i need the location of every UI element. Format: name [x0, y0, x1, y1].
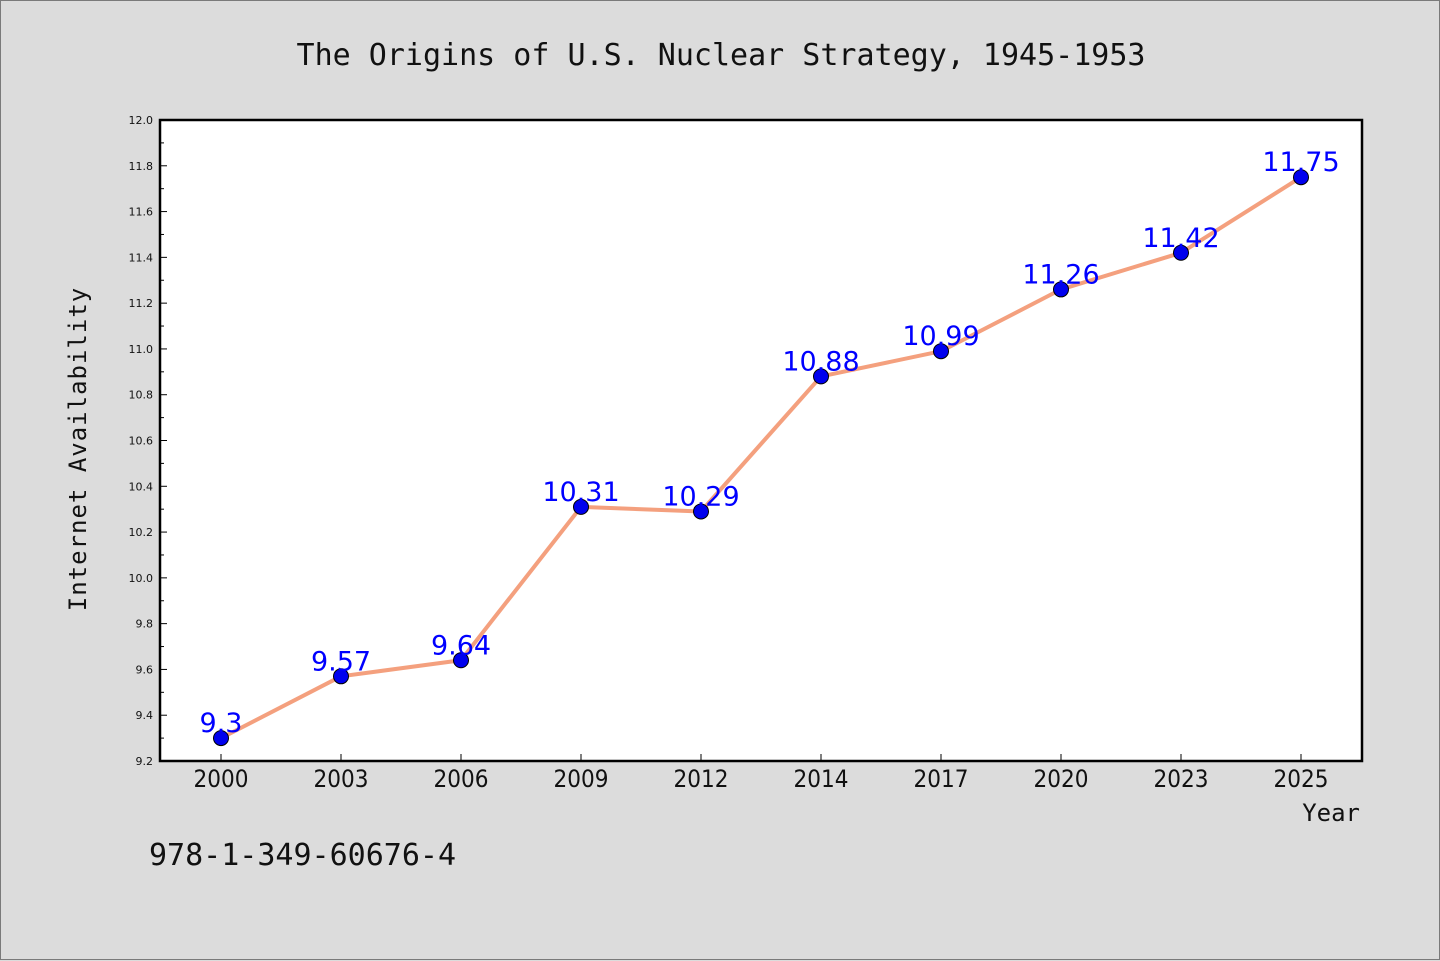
- data-label: 10.29: [662, 481, 739, 512]
- y-tick-label: 9.2: [136, 755, 154, 768]
- y-tick-label: 9.4: [136, 709, 154, 722]
- y-tick-label: 11.4: [129, 251, 154, 264]
- x-tick-label: 2003: [314, 765, 369, 793]
- data-label: 10.31: [542, 477, 619, 508]
- y-tick-label: 10.6: [129, 435, 154, 448]
- data-label: 11.75: [1262, 147, 1339, 178]
- x-tick-label: 2006: [434, 765, 489, 793]
- data-label: 9.64: [431, 630, 491, 661]
- series-line-group: [220, 175, 1303, 740]
- data-label: 9.57: [311, 646, 371, 677]
- chart-title: The Origins of U.S. Nuclear Strategy, 19…: [297, 38, 1146, 73]
- series-line: [220, 175, 1303, 740]
- y-tick-label: 11.2: [129, 297, 154, 310]
- y-tick-label: 10.0: [129, 572, 154, 585]
- y-tick-label: 9.8: [136, 618, 154, 631]
- data-point: [693, 503, 709, 520]
- x-tick-label: 2014: [794, 765, 849, 793]
- data-point: [213, 730, 229, 747]
- y-tick-label: 9.6: [136, 663, 154, 676]
- data-point: [813, 368, 829, 385]
- x-tick-label: 2009: [554, 765, 609, 793]
- isbn-label: 978-1-349-60676-4: [149, 838, 456, 873]
- data-point: [453, 652, 469, 669]
- data-label: 9.3: [200, 708, 243, 739]
- data-point: [1293, 169, 1309, 186]
- data-point: [1173, 244, 1189, 261]
- y-axis-label: Internet Availability: [64, 287, 92, 611]
- x-tick-label: 2023: [1154, 765, 1209, 793]
- plot-area: [158, 118, 1364, 763]
- data-point: [1053, 281, 1069, 298]
- x-tick-label: 2020: [1034, 765, 1089, 793]
- y-tick-label: 10.2: [129, 526, 154, 539]
- data-point: [333, 668, 349, 685]
- x-axis-label: Year: [1302, 799, 1360, 827]
- y-axis-ticks: 9.2 9.4 9.6 9.8 10.0 10.2 10.4 10.6 10.8 11.0 11.2…: [129, 114, 167, 768]
- y-tick-label: 10.8: [129, 389, 154, 402]
- x-tick-label: 2017: [914, 765, 969, 793]
- data-point: [933, 343, 949, 360]
- x-tick-label: 2000: [194, 765, 249, 793]
- data-label: 10.99: [902, 321, 979, 352]
- y-tick-label: 11.0: [129, 343, 154, 356]
- y-tick-label: 11.6: [129, 206, 154, 219]
- y-tick-label: 11.8: [129, 160, 154, 173]
- series-markers: [213, 169, 1309, 747]
- data-label: 11.26: [1022, 259, 1099, 290]
- y-tick-label: 10.4: [129, 480, 154, 493]
- data-labels: 9.3 9.57 9.64 10.31 10.29 10.88 10.99 11.26 11.4…: [200, 147, 1340, 739]
- data-label: 10.88: [782, 346, 859, 377]
- y-tick-label: 12.0: [129, 114, 154, 127]
- x-axis-ticks: 2000 2003 2006 2009 2012 2014 2017 2020 2023 2025: [194, 754, 1329, 793]
- data-point: [573, 498, 589, 515]
- data-label: 11.42: [1142, 223, 1219, 254]
- x-tick-label: 2012: [674, 765, 729, 793]
- x-tick-label: 2025: [1274, 765, 1329, 793]
